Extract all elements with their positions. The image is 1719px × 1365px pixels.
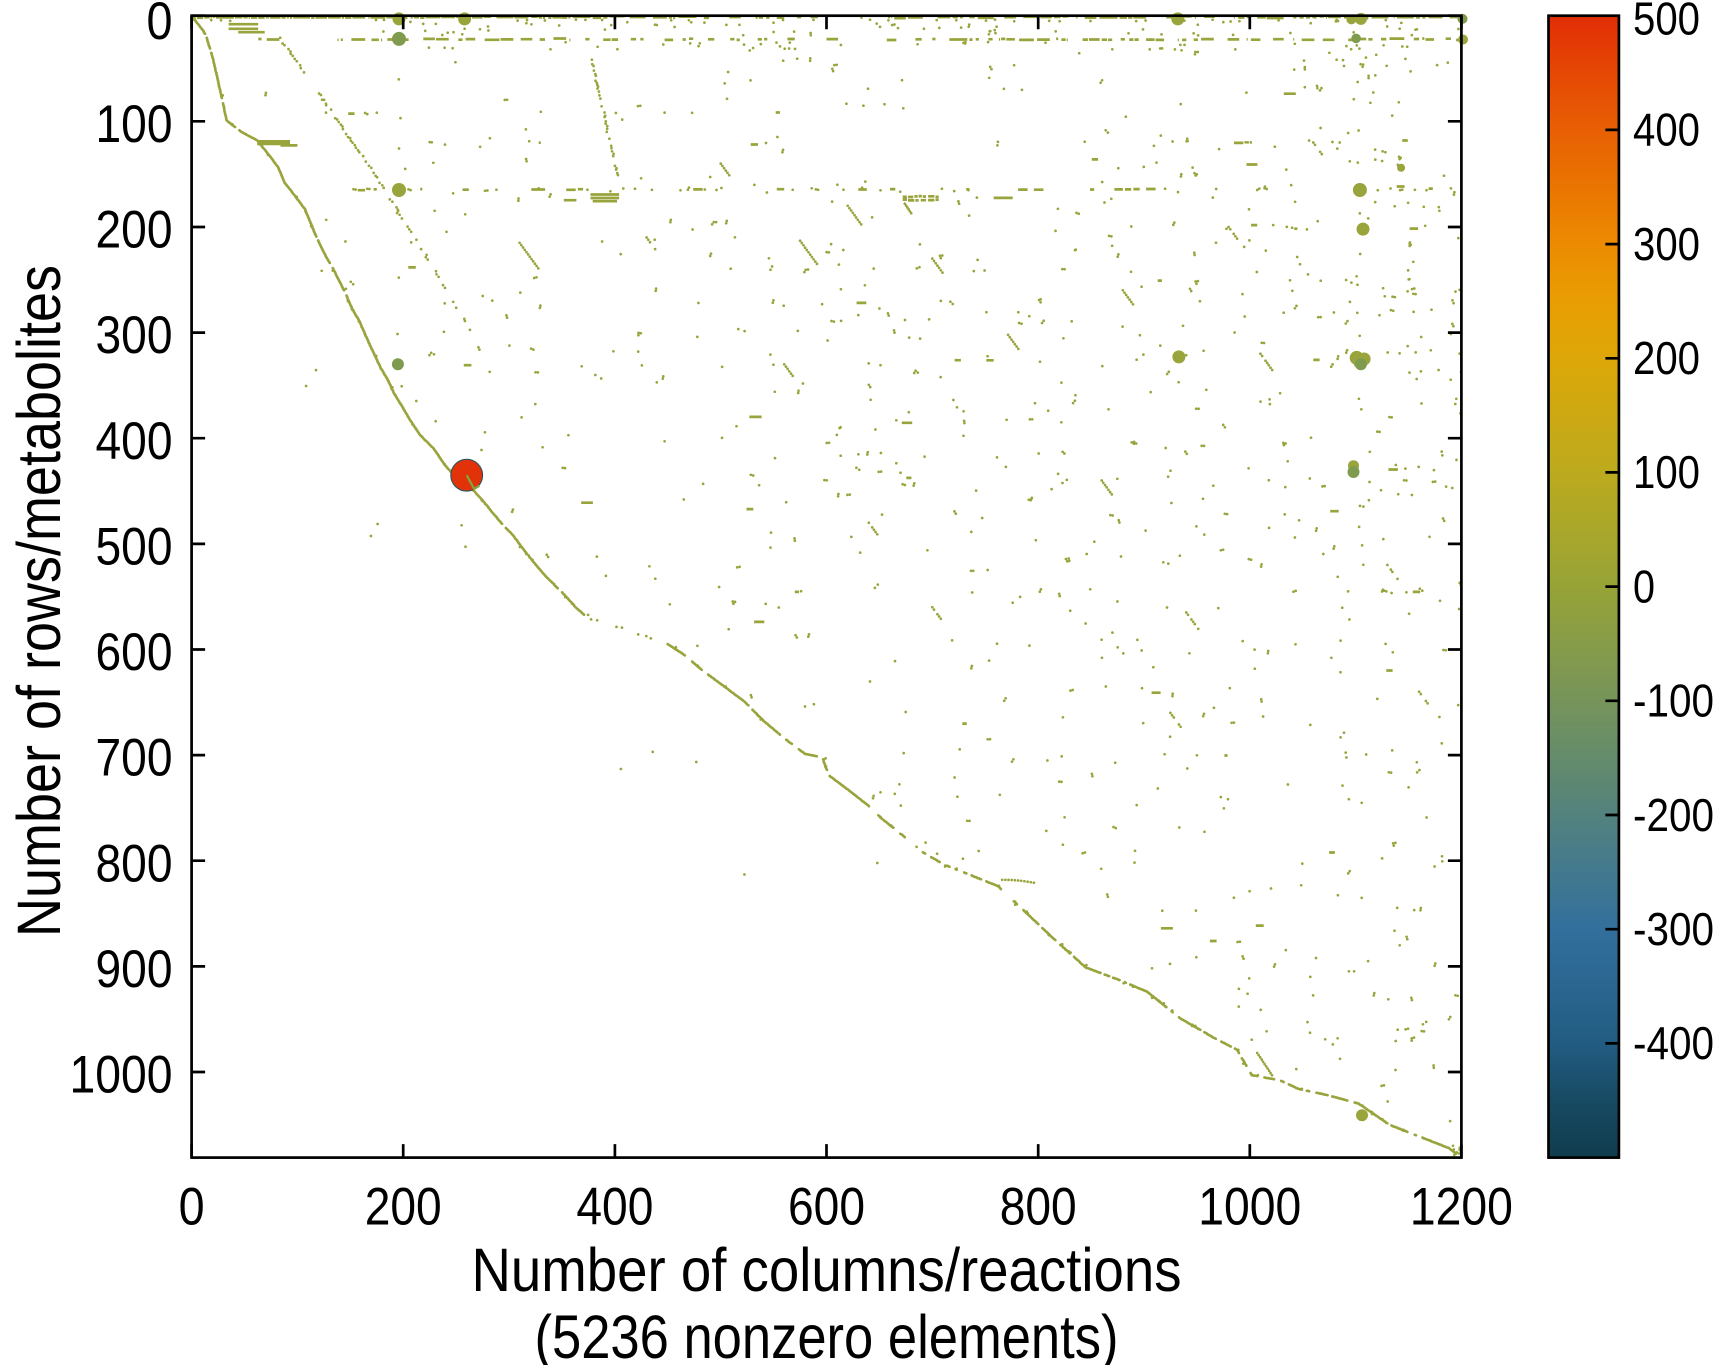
- svg-text:500: 500: [96, 518, 173, 577]
- svg-text:900: 900: [96, 940, 173, 999]
- svg-text:1000: 1000: [70, 1046, 173, 1105]
- svg-text:600: 600: [96, 623, 173, 682]
- svg-text:1200: 1200: [1410, 1178, 1513, 1237]
- svg-text:500: 500: [1633, 0, 1700, 45]
- svg-text:1000: 1000: [1198, 1178, 1301, 1237]
- svg-text:400: 400: [576, 1178, 653, 1237]
- svg-text:700: 700: [96, 729, 173, 788]
- svg-text:-300: -300: [1633, 903, 1714, 955]
- svg-text:-100: -100: [1633, 675, 1714, 727]
- svg-text:800: 800: [96, 834, 173, 893]
- svg-text:-400: -400: [1633, 1017, 1714, 1069]
- svg-text:800: 800: [1000, 1178, 1077, 1237]
- svg-text:200: 200: [365, 1178, 442, 1237]
- svg-text:600: 600: [788, 1178, 865, 1237]
- svg-text:(5236 nonzero elements): (5236 nonzero elements): [535, 1303, 1119, 1365]
- svg-text:0: 0: [179, 1178, 205, 1237]
- svg-text:100: 100: [96, 95, 173, 154]
- svg-text:100: 100: [1633, 446, 1700, 498]
- svg-text:400: 400: [96, 412, 173, 471]
- svg-text:400: 400: [1633, 104, 1700, 156]
- svg-text:200: 200: [96, 201, 173, 260]
- svg-text:Number of columns/reactions: Number of columns/reactions: [472, 1236, 1182, 1304]
- svg-text:300: 300: [1633, 218, 1700, 270]
- svg-text:0: 0: [1633, 560, 1655, 612]
- svg-text:Number of rows/metabolites: Number of rows/metabolites: [5, 265, 73, 937]
- svg-text:200: 200: [1633, 332, 1700, 384]
- svg-text:300: 300: [96, 306, 173, 365]
- svg-text:-200: -200: [1633, 789, 1714, 841]
- svg-text:0: 0: [147, 0, 173, 51]
